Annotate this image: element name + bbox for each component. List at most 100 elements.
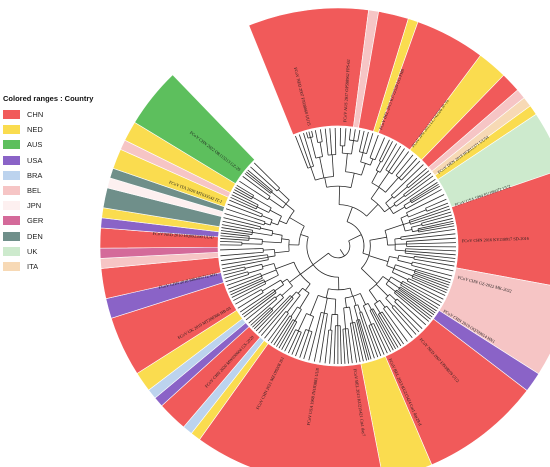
clade-arc [408,220,411,225]
leaf-branch [220,238,249,241]
internal-branch [393,268,413,277]
internal-branch [325,288,329,298]
clade-arc [368,276,384,291]
internal-branch [291,291,297,298]
clade-arc [360,161,371,166]
tip-label: FCoV AUS 2017 OP598962 FPS-02 [342,59,351,122]
leaf-branch [400,228,455,238]
leaf-branch [357,319,370,361]
clade-arc [409,199,412,203]
legend-item-ned: NED [3,122,101,137]
legend-swatch [3,186,20,196]
legend-items: CHN NED AUS USA BRA BEL JPN GER DEN UK ITA [3,107,101,274]
leaf-branch [401,160,421,181]
clade-arc [302,287,310,294]
leaf-branch [405,250,456,256]
internal-branch [398,255,415,259]
legend-item-ger: GER [3,213,101,228]
internal-branch [275,293,281,299]
leaf-branch [311,130,314,137]
legend-label: AUS [27,140,43,150]
internal-branch [252,196,272,209]
clade-arc [370,198,385,213]
leaf-branch [353,129,356,141]
leaf-branch [236,184,254,196]
leaf-branch [403,172,432,195]
leaf-branch [220,241,242,243]
leaf-branch [388,148,405,172]
leaf-branch [308,131,311,138]
leaf-branch [258,296,292,334]
internal-branch [310,166,316,181]
clade-arc [286,210,295,224]
internal-branch [285,203,295,212]
leaf-branch [398,289,435,316]
leaf-branch [248,298,278,324]
leaf-branch [291,332,302,355]
legend-label: USA [27,155,43,165]
leaf-branch [417,220,454,230]
leaf-branch [381,141,393,163]
clade-arc [368,323,374,326]
leaf-branch [227,203,262,218]
leaf-branch [223,217,261,228]
leaf-branch [396,298,427,326]
internal-branch [360,152,364,163]
clade-arc [349,139,358,142]
leaf-branch [235,289,262,305]
leaf-branch [220,235,250,239]
leaf-branch [284,329,296,352]
clade-arc [391,264,396,273]
internal-branch [395,264,416,272]
internal-branch [262,279,281,292]
internal-branch [352,296,357,306]
legend-label: CHN [27,110,44,120]
internal-branch [270,222,278,226]
internal-branch [362,252,370,256]
internal-branch [281,278,288,283]
internal-branch [395,249,406,252]
leaf-branch [244,173,271,194]
internal-branch [367,303,372,310]
tip-label: FCoV NED 2010 HQ892390 UU47 [153,231,216,240]
internal-branch [384,207,390,213]
internal-branch [366,204,379,217]
clade-arc [286,278,293,287]
leaf-branch [231,194,258,208]
leaf-branch [411,277,447,293]
clade-arc [400,217,406,232]
leaf-branch [250,166,278,192]
internal-branch [275,261,295,270]
leaf-branch [408,278,446,296]
internal-branch [393,195,405,204]
leaf-branch [412,261,454,272]
leaf-branch [220,254,268,261]
internal-branch [389,294,397,301]
internal-branch [392,271,409,281]
legend-item-chn: CHN [3,107,101,122]
leaf-branch [426,202,449,212]
leaf-branch [354,322,364,362]
leaf-branch [378,139,390,161]
leaf-branch [359,130,365,152]
leaf-branch [414,270,451,284]
leaf-branch [411,264,453,277]
leaf-branch [379,312,402,347]
internal-branch [261,269,277,277]
leaf-branch [349,323,357,363]
leaf-branch [253,310,274,330]
internal-branch [264,274,279,283]
leaf-branch [415,268,452,281]
internal-branch [403,200,412,206]
internal-branch [389,256,399,259]
clade-arc [282,199,290,209]
internal-branch [353,305,359,321]
leaf-branch [396,289,433,318]
internal-branch [379,300,386,308]
internal-branch [310,137,317,159]
clade-arc [326,185,352,188]
leaf-branch [357,129,361,142]
internal-branch [393,186,408,199]
leaf-branch [223,269,246,276]
